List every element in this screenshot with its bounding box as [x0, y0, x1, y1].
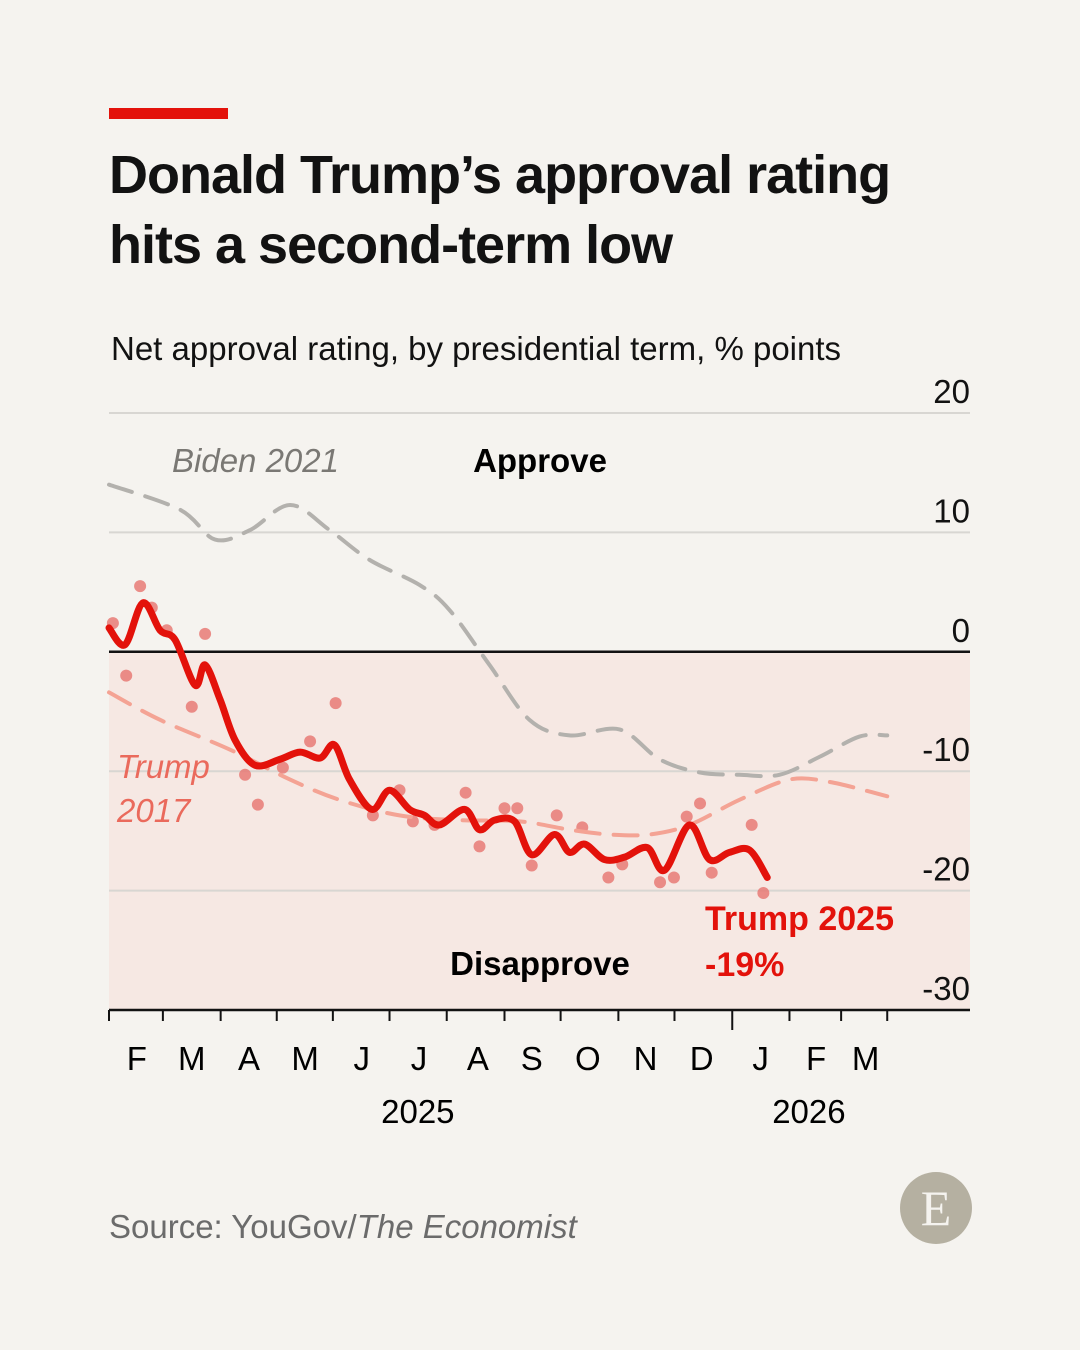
- x-tick-label: M: [178, 1040, 206, 1077]
- poll-dot: [185, 700, 198, 713]
- title: Donald Trump’s approval rating hits a se…: [109, 145, 891, 275]
- annotation: Approve: [473, 442, 607, 479]
- series-label-line: 2017: [116, 792, 192, 829]
- x-tick-label: A: [238, 1040, 260, 1077]
- poll-dot: [304, 735, 317, 748]
- poll-dot: [239, 768, 252, 781]
- subtitle: Net approval rating, by presidential ter…: [111, 330, 842, 367]
- poll-dot: [525, 859, 538, 872]
- x-tick-label: J: [353, 1040, 370, 1077]
- value-label: -19%: [705, 946, 784, 984]
- x-tick-label: J: [752, 1040, 769, 1077]
- series-line: [107, 482, 890, 779]
- annotation: Disapprove: [450, 945, 630, 982]
- series-label-line: Trump: [117, 748, 210, 785]
- accent-bar: [109, 108, 228, 119]
- series-label: Trump 2017: [116, 748, 210, 829]
- x-tick-label: F: [806, 1040, 826, 1077]
- y-tick-label: 20: [933, 373, 970, 410]
- poll-dot: [276, 761, 289, 774]
- y-tick-label: 0: [952, 612, 970, 649]
- poll-dot: [654, 876, 667, 889]
- series-label: Trump 2025: [705, 900, 894, 938]
- disapprove-shading: [109, 651, 970, 1010]
- poll-dot: [667, 871, 680, 884]
- poll-dot: [329, 697, 342, 710]
- y-tick-label: -10: [922, 731, 970, 768]
- poll-dot: [694, 797, 707, 810]
- x-tick-label: M: [852, 1040, 880, 1077]
- poll-dot: [550, 809, 563, 822]
- x-tick-label: F: [127, 1040, 147, 1077]
- poll-dot: [120, 669, 133, 682]
- source-text: Source: YouGov/: [109, 1208, 357, 1245]
- source: Source: YouGov/The Economist: [109, 1208, 577, 1246]
- poll-dot: [134, 580, 147, 593]
- poll-dot: [680, 810, 693, 823]
- poll-dot: [459, 786, 472, 799]
- logo: E: [900, 1172, 972, 1244]
- x-tick-label: D: [690, 1040, 714, 1077]
- series-label: Biden 2021: [172, 442, 339, 479]
- y-tick-label: -20: [922, 851, 970, 888]
- x-tick-label: S: [521, 1040, 543, 1077]
- poll-dot: [602, 871, 615, 884]
- x-tick-label: M: [291, 1040, 319, 1077]
- poll-dot: [511, 802, 524, 815]
- year-label: 2025: [381, 1093, 454, 1130]
- x-tick-label: J: [411, 1040, 428, 1077]
- y-tick-label: 10: [933, 492, 970, 529]
- x-tick-label: N: [634, 1040, 658, 1077]
- year-label: 2026: [772, 1093, 845, 1130]
- x-tick-label: O: [575, 1040, 601, 1077]
- poll-dot: [199, 627, 212, 640]
- poll-dot: [473, 840, 486, 853]
- y-tick-label: -30: [922, 970, 970, 1007]
- poll-dot: [705, 866, 718, 879]
- poll-dot: [498, 802, 511, 815]
- source-publication: The Economist: [356, 1208, 577, 1245]
- poll-dot: [251, 798, 264, 811]
- poll-dot: [757, 886, 770, 899]
- series-line: [105, 599, 771, 881]
- poll-dot: [745, 818, 758, 831]
- x-tick-label: A: [467, 1040, 489, 1077]
